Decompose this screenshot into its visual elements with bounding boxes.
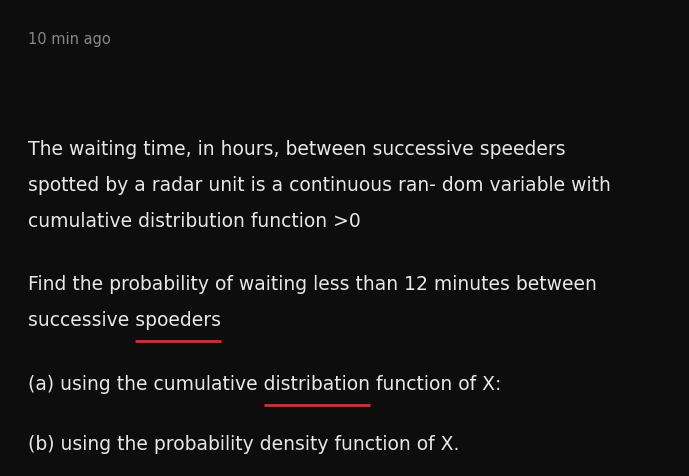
Text: successive: successive [28,310,135,329]
Text: successive spoeders: successive spoeders [28,310,221,329]
Text: Find the probability of waiting less than 12 minutes between: Find the probability of waiting less tha… [28,275,597,293]
Text: spotted by a radar unit is a continuous ran- dom variable with: spotted by a radar unit is a continuous … [28,176,611,195]
Text: (a) using the cumulative distribation: (a) using the cumulative distribation [28,374,370,393]
Text: The waiting time, in hours, between successive speeders: The waiting time, in hours, between succ… [28,140,566,159]
Text: 10 min ago: 10 min ago [28,32,111,47]
Text: successive spoeders: successive spoeders [28,310,221,329]
Text: (a) using the cumulative distribation function of X:: (a) using the cumulative distribation fu… [28,374,502,393]
Text: (a) using the cumulative: (a) using the cumulative [28,374,264,393]
Text: (b) using the probability density function of X.: (b) using the probability density functi… [28,434,460,453]
Text: cumulative distribution function >0: cumulative distribution function >0 [28,211,361,230]
